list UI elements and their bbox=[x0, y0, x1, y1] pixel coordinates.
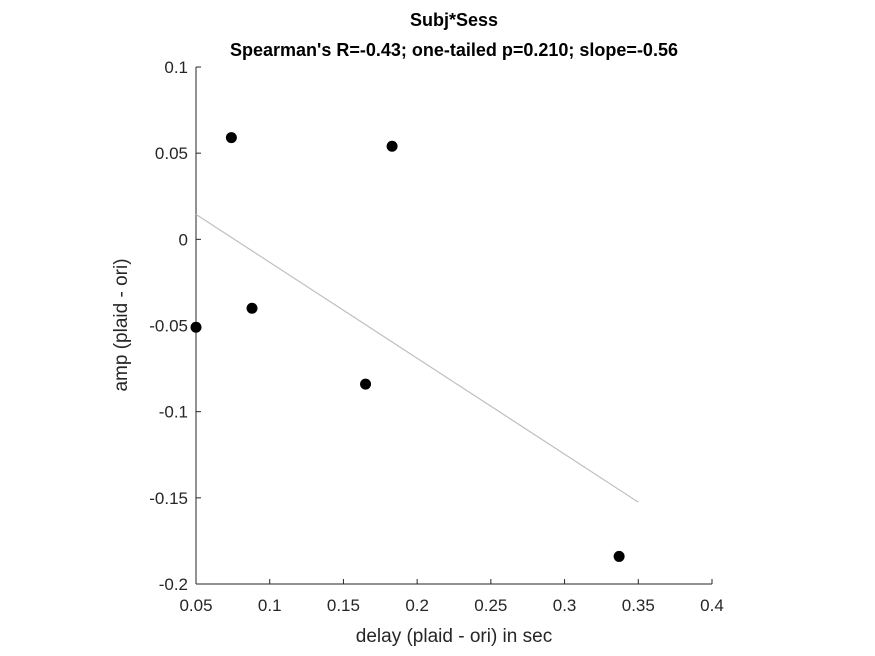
x-tick-label: 0.4 bbox=[700, 596, 724, 615]
data-point bbox=[386, 140, 398, 152]
data-point bbox=[360, 378, 372, 390]
data-points-layer bbox=[190, 132, 625, 562]
chart-subtitle: Spearman's R=-0.43; one-tailed p=0.210; … bbox=[230, 40, 678, 60]
x-tick-label: 0.05 bbox=[179, 596, 212, 615]
x-tick-label: 0.15 bbox=[327, 596, 360, 615]
x-tick-label: 0.1 bbox=[258, 596, 282, 615]
y-tick-label: -0.05 bbox=[149, 317, 188, 336]
data-point bbox=[225, 132, 237, 144]
y-tick-label: 0.05 bbox=[155, 144, 188, 163]
x-axis-label: delay (plaid - ori) in sec bbox=[356, 626, 552, 647]
x-tick-label: 0.3 bbox=[553, 596, 577, 615]
data-point bbox=[613, 550, 625, 562]
y-tick-label: -0.2 bbox=[159, 575, 188, 594]
y-tick-label: -0.1 bbox=[159, 403, 188, 422]
fit-line bbox=[195, 213, 639, 503]
fit-line-layer bbox=[195, 213, 639, 503]
data-point bbox=[190, 321, 202, 333]
y-axis-label: amp (plaid - ori) bbox=[111, 258, 132, 391]
y-tick-label: 0.1 bbox=[164, 58, 188, 77]
x-tick-label: 0.35 bbox=[622, 596, 655, 615]
chart-title: Subj*Sess bbox=[410, 10, 498, 30]
y-tick-label: -0.15 bbox=[149, 489, 188, 508]
x-tick-label: 0.2 bbox=[405, 596, 429, 615]
data-point bbox=[246, 302, 258, 314]
x-tick-label: 0.25 bbox=[474, 596, 507, 615]
axes: 0.05 0.1 0.15 0.2 0.25 0.3 0.35 0.4 -0.2 -0.15 -0.… bbox=[149, 58, 724, 615]
y-tick-label: 0 bbox=[179, 230, 188, 249]
